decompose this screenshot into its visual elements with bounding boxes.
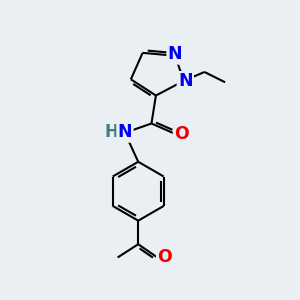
Text: N: N xyxy=(118,123,132,141)
Text: N: N xyxy=(168,45,182,63)
Text: N: N xyxy=(178,72,193,90)
Text: O: O xyxy=(157,248,172,266)
Text: O: O xyxy=(174,125,189,143)
Text: H: H xyxy=(105,123,119,141)
